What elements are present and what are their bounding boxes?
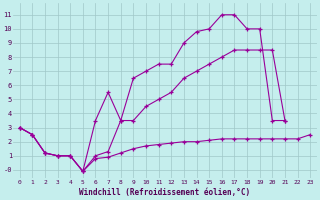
X-axis label: Windchill (Refroidissement éolien,°C): Windchill (Refroidissement éolien,°C) — [79, 188, 251, 197]
